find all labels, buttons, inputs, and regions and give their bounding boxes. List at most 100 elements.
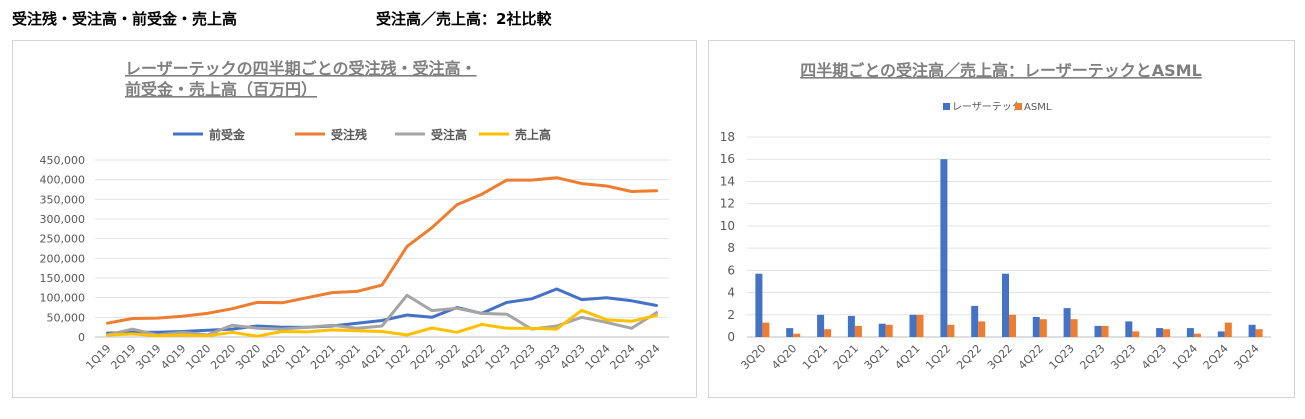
y-tick-label: 0	[78, 331, 85, 344]
x-tick-label: 3Q19	[133, 342, 163, 372]
bar	[1186, 328, 1194, 337]
bar	[1002, 273, 1009, 337]
y-tick-label: 400,000	[40, 174, 86, 187]
bar	[755, 273, 763, 337]
x-tick-label: 3Q21	[333, 342, 363, 372]
x-tick-label: 2Q21	[308, 342, 338, 372]
heading-left: 受注残・受注高・前受金・売上高	[12, 10, 238, 28]
bar	[1032, 317, 1040, 337]
bar	[971, 305, 979, 337]
x-tick-label: 3Q22	[985, 342, 1015, 372]
bar	[1255, 329, 1263, 337]
x-tick-label: 3Q20	[738, 342, 768, 372]
y-tick-label: 18	[720, 130, 735, 144]
x-tick-label: 3Q21	[862, 342, 892, 372]
legend-label: 受注高	[431, 127, 467, 142]
y-tick-label: 14	[720, 174, 735, 188]
series-line	[106, 308, 658, 338]
y-tick-label: 250,000	[40, 233, 86, 246]
bar	[847, 315, 855, 337]
y-tick-label: 6	[727, 263, 735, 277]
bar-chart-panel: 四半期ごとの受注高／売上高：レーザーテックとASML レーザーテック ASML 0 2 4…	[708, 40, 1295, 398]
bar	[1070, 319, 1078, 337]
bar	[762, 322, 770, 337]
x-tick-label: 3Q24	[632, 342, 662, 372]
legend-entry: 売上高	[479, 127, 551, 142]
y-tick-label: 12	[720, 197, 735, 211]
x-tick-label: 4Q22	[458, 342, 488, 372]
x-tick-label: 3Q22	[433, 342, 463, 372]
x-tick-label: 1Q24	[583, 342, 613, 372]
x-tick-label: 2Q21	[831, 342, 861, 372]
y-tick-label: 350,000	[40, 193, 86, 206]
x-tick-label: 1Q22	[923, 342, 953, 372]
legend-swatch	[1015, 103, 1022, 110]
y-tick-label: 200,000	[40, 252, 86, 265]
bar	[1217, 331, 1225, 337]
y-tick-label: 0	[727, 330, 735, 344]
x-tick-label: 4Q20	[258, 342, 288, 372]
bar	[1101, 325, 1109, 337]
y-tick-label: 16	[720, 152, 735, 166]
bar	[1156, 328, 1164, 337]
bar	[793, 333, 801, 337]
x-tick-label: 2Q23	[1077, 342, 1107, 372]
legend-label: レーザーテック	[952, 101, 1022, 113]
series-line	[106, 176, 658, 325]
bar	[1125, 321, 1133, 337]
x-tick-label: 1Q22	[383, 342, 413, 372]
legend-entry: 前受金	[173, 127, 246, 142]
x-tick-label: 4Q20	[769, 342, 799, 372]
line-chart-panel: レーザーテックの四半期ごとの受注残・受注高・ 前受金・売上高（百万円） 前受金 受注残…	[12, 40, 697, 398]
x-tick-label: 2Q20	[208, 342, 238, 372]
x-tick-label: 1Q21	[283, 342, 313, 372]
bar-chart: 四半期ごとの受注高／売上高：レーザーテックとASML レーザーテック ASML 0 2 4…	[720, 61, 1271, 372]
legend-entry: レーザーテック	[943, 101, 1022, 113]
x-tick-label: 4Q22	[1016, 342, 1046, 372]
y-tick-label: 450,000	[40, 154, 86, 167]
bar	[1009, 314, 1016, 337]
legend-label: 前受金	[209, 127, 246, 142]
bar	[1094, 325, 1102, 337]
legend-entry: 受注高	[395, 127, 467, 142]
bar	[1248, 324, 1256, 337]
x-tick-label: 4Q21	[358, 342, 388, 372]
legend-label: 受注残	[331, 127, 367, 142]
legend-entry: ASML	[1015, 102, 1052, 113]
chart-title-line: レーザーテックの四半期ごとの受注残・受注高・	[125, 59, 477, 78]
legend-swatch	[943, 103, 950, 110]
bar	[824, 329, 832, 337]
y-tick-label: 2	[727, 308, 735, 322]
bar	[1163, 329, 1171, 337]
x-tick-label: 2Q22	[954, 342, 984, 372]
x-tick-label: 3Q20	[233, 342, 263, 372]
line-chart: レーザーテックの四半期ごとの受注残・受注高・前受金・売上高（百万円） 前受金 受注残…	[40, 59, 669, 372]
bar	[817, 314, 825, 337]
x-tick-label: 4Q21	[892, 342, 922, 372]
bar	[854, 325, 862, 337]
bar	[909, 314, 917, 337]
x-tick-label: 1Q24	[1170, 342, 1200, 372]
x-tick-label: 1Q19	[83, 342, 113, 372]
x-tick-label: 3Q23	[533, 342, 563, 372]
series-line	[106, 287, 658, 335]
x-tick-label: 1Q21	[800, 342, 830, 372]
bar	[878, 323, 886, 337]
bar	[1039, 319, 1047, 337]
y-tick-label: 8	[727, 241, 735, 255]
y-tick-label: 300,000	[40, 213, 86, 226]
y-tick-label: 10	[720, 219, 735, 233]
x-tick-label: 1Q20	[183, 342, 213, 372]
bar	[916, 314, 924, 337]
bar	[1132, 331, 1140, 337]
x-tick-label: 2Q24	[608, 342, 638, 372]
x-tick-label: 1Q23	[1047, 342, 1077, 372]
y-tick-label: 150,000	[40, 272, 86, 285]
x-tick-label: 3Q23	[1108, 342, 1138, 372]
bar	[786, 328, 794, 337]
legend-entry: 受注残	[295, 127, 367, 142]
y-tick-label: 4	[727, 286, 735, 300]
x-tick-label: 2Q19	[108, 342, 138, 372]
bar	[947, 324, 955, 337]
chart-title: 四半期ごとの受注高／売上高：レーザーテックとASML	[800, 61, 1202, 80]
